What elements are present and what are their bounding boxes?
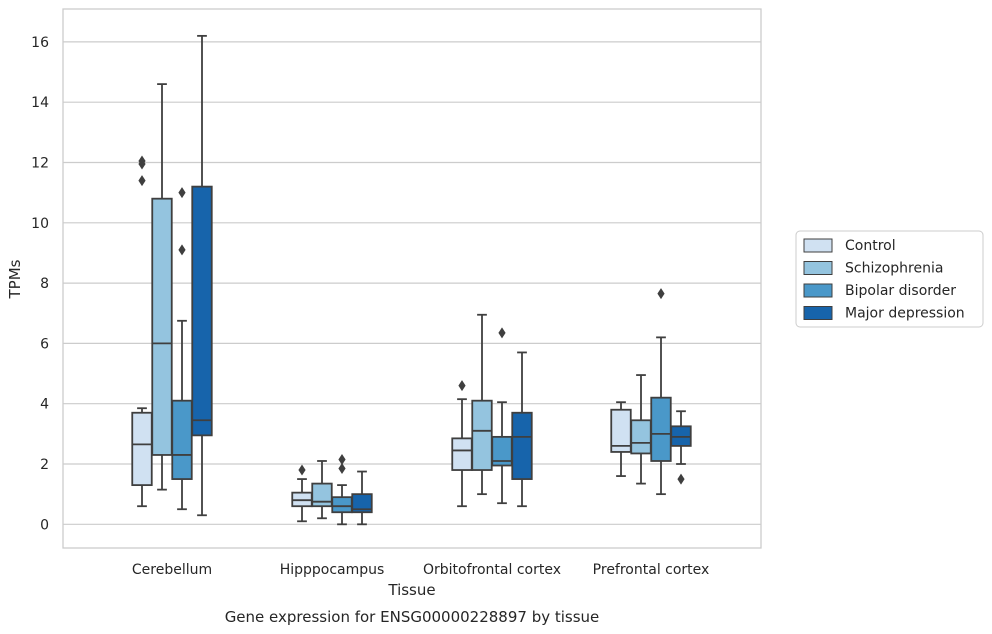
legend-frame bbox=[795, 230, 984, 328]
y-axis-title: TPMs bbox=[6, 259, 24, 299]
box-series bbox=[131, 34, 692, 526]
y-tick-label: 10 bbox=[31, 216, 49, 232]
y-tick-label: 0 bbox=[40, 517, 49, 533]
box-group bbox=[610, 401, 632, 477]
box-group bbox=[151, 83, 173, 491]
legend-label: Schizophrenia bbox=[845, 261, 943, 277]
x-axis-title: Tissue bbox=[387, 581, 435, 599]
box-group bbox=[451, 380, 473, 508]
box-group bbox=[191, 34, 213, 517]
legend-label: Bipolar disorder bbox=[845, 283, 956, 299]
plot-frame bbox=[62, 8, 762, 549]
box-group bbox=[670, 410, 692, 485]
legend: Control Schizophrenia Bipolar disorder Majo… bbox=[795, 230, 984, 328]
box-group bbox=[471, 313, 493, 496]
legend-swatch bbox=[803, 283, 833, 298]
legend-items: Control Schizophrenia Bipolar disorder Majo… bbox=[803, 238, 965, 322]
box-iqr bbox=[191, 185, 213, 437]
box-group bbox=[131, 155, 153, 508]
box-group bbox=[311, 460, 333, 520]
y-tick-label: 4 bbox=[40, 397, 49, 413]
y-tick-label: 6 bbox=[40, 336, 49, 352]
y-tick-labels: 0 2 4 6 8 10 12 14 16 bbox=[31, 35, 49, 533]
outlier-point bbox=[498, 327, 506, 339]
box-group bbox=[171, 187, 193, 511]
legend-swatch bbox=[803, 306, 833, 320]
x-tick-labels: Cerebellum Hipppocampus Orbitofrontal cort… bbox=[132, 562, 709, 578]
outlier-point bbox=[178, 244, 186, 256]
box-iqr bbox=[311, 482, 333, 508]
outlier-point bbox=[338, 463, 346, 475]
box-group bbox=[511, 351, 533, 508]
x-tick-label: Cerebellum bbox=[132, 562, 212, 578]
outlier-point bbox=[138, 175, 146, 187]
y-tick-label: 8 bbox=[40, 276, 49, 292]
y-tick-label: 2 bbox=[40, 457, 49, 473]
box-group bbox=[351, 470, 373, 526]
box-iqr bbox=[171, 399, 193, 480]
x-tick-label: Hipppocampus bbox=[280, 562, 385, 578]
outlier-point bbox=[338, 453, 346, 465]
x-tick-label: Prefrontal cortex bbox=[593, 562, 710, 578]
outlier-point bbox=[138, 155, 146, 167]
box-group bbox=[650, 288, 672, 496]
box-iqr bbox=[151, 197, 173, 456]
y-tick-label: 14 bbox=[31, 95, 49, 111]
box-iqr bbox=[351, 493, 373, 514]
box-iqr bbox=[331, 496, 353, 514]
box-iqr bbox=[650, 396, 672, 462]
box-iqr bbox=[471, 399, 493, 471]
outlier-point bbox=[677, 473, 685, 485]
box-iqr bbox=[451, 437, 473, 471]
legend-label: Control bbox=[845, 238, 896, 254]
outlier-point bbox=[657, 288, 665, 300]
y-tick-label: 12 bbox=[31, 156, 49, 172]
box-group bbox=[491, 327, 513, 505]
legend-label: Major depression bbox=[845, 306, 965, 322]
x-tick-label: Orbitofrontal cortex bbox=[423, 562, 561, 578]
legend-swatch bbox=[803, 238, 833, 253]
box-iqr bbox=[630, 419, 652, 455]
outlier-point bbox=[178, 187, 186, 199]
box-iqr bbox=[511, 411, 533, 480]
y-tick-label: 16 bbox=[31, 35, 49, 51]
outlier-point bbox=[298, 464, 306, 476]
outlier-point bbox=[458, 380, 466, 392]
chart-caption: Gene expression for ENSG00000228897 by t… bbox=[225, 608, 600, 626]
box-iqr bbox=[131, 411, 153, 487]
legend-swatch bbox=[803, 261, 833, 275]
